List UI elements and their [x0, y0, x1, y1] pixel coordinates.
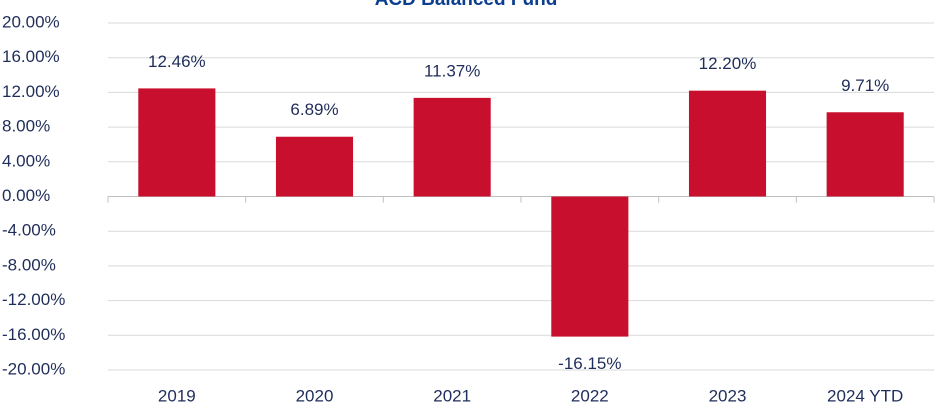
- bar: [826, 112, 904, 197]
- bar: [688, 90, 767, 197]
- data-label: 6.89%: [290, 100, 338, 119]
- y-tick-label: 16.00%: [2, 47, 60, 66]
- data-label: 12.46%: [148, 52, 206, 71]
- y-tick-label: 12.00%: [2, 82, 60, 101]
- data-label: 12.20%: [699, 54, 757, 73]
- x-tick-label: 2020: [296, 386, 334, 405]
- bar: [275, 136, 354, 197]
- x-tick-label: 2019: [158, 386, 196, 405]
- data-label: 11.37%: [424, 61, 480, 80]
- x-tick-label: 2023: [709, 386, 747, 405]
- x-tick-label: 2024 YTD: [827, 386, 903, 405]
- y-tick-label: 20.00%: [2, 12, 60, 31]
- y-tick-label: -8.00%: [2, 255, 56, 274]
- x-tick-label: 2021: [433, 386, 471, 405]
- bar: [413, 97, 491, 197]
- data-label: -16.15%: [558, 354, 621, 373]
- y-tick-label: -20.00%: [2, 359, 65, 378]
- x-tick-label: 2022: [571, 386, 609, 405]
- y-tick-label: 0.00%: [2, 186, 50, 205]
- bar: [551, 196, 629, 337]
- y-tick-label: 4.00%: [2, 151, 50, 170]
- y-tick-label: -4.00%: [2, 221, 56, 240]
- data-label: 9.71%: [841, 76, 889, 95]
- y-tick-label: -12.00%: [2, 290, 65, 309]
- bar: [138, 88, 216, 197]
- y-tick-label: -16.00%: [2, 325, 65, 344]
- y-tick-label: 8.00%: [2, 117, 50, 136]
- chart-title: ACD Balanced Fund: [375, 0, 558, 10]
